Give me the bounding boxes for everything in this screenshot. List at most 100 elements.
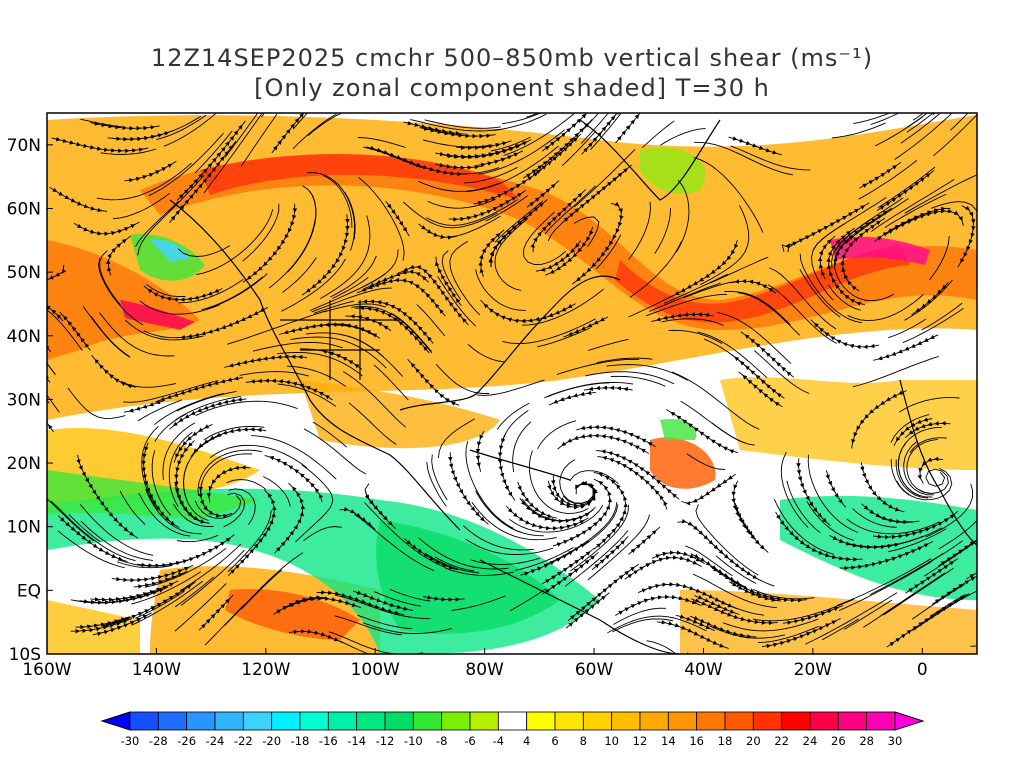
streamline bbox=[201, 276, 263, 311]
streamline bbox=[505, 505, 589, 531]
streamline bbox=[328, 631, 424, 654]
streamline bbox=[773, 498, 834, 555]
streamline bbox=[494, 218, 528, 291]
streamline bbox=[728, 136, 782, 156]
colorbar-swatch bbox=[752, 711, 783, 731]
lon-label: 120W bbox=[241, 660, 290, 680]
streamline bbox=[933, 114, 977, 157]
streamline bbox=[821, 618, 859, 641]
streamline bbox=[918, 468, 949, 494]
streamline bbox=[722, 618, 819, 632]
colorbar-swatch bbox=[724, 711, 754, 731]
streamline bbox=[894, 113, 953, 160]
colorbar-swatch bbox=[781, 711, 811, 731]
streamline bbox=[624, 555, 702, 580]
streamline bbox=[141, 442, 180, 528]
streamline bbox=[207, 273, 268, 310]
streamline bbox=[925, 483, 974, 538]
colorbar-swatch bbox=[384, 711, 414, 731]
streamline bbox=[541, 547, 595, 585]
streamline bbox=[99, 312, 175, 357]
streamline bbox=[730, 353, 785, 399]
streamline bbox=[426, 199, 518, 226]
colorbar-label: 12 bbox=[633, 734, 648, 748]
streamline bbox=[196, 209, 274, 276]
streamline bbox=[138, 492, 191, 537]
streamline bbox=[900, 113, 942, 144]
streamline bbox=[806, 500, 854, 541]
colorbar-label: -16 bbox=[319, 734, 338, 748]
streamline bbox=[490, 136, 531, 152]
streamline bbox=[319, 215, 371, 299]
streamline bbox=[51, 136, 149, 154]
streamline bbox=[921, 302, 963, 331]
colorbar-label: 10 bbox=[604, 734, 619, 748]
streamline bbox=[90, 121, 160, 131]
colorbar-label: -10 bbox=[404, 734, 423, 748]
streamline bbox=[120, 559, 190, 567]
streamline bbox=[628, 295, 673, 318]
streamline bbox=[117, 561, 173, 569]
streamline bbox=[646, 293, 728, 317]
streamline bbox=[917, 456, 944, 484]
streamline bbox=[373, 364, 409, 401]
streamline bbox=[786, 480, 821, 534]
streamline bbox=[332, 277, 369, 300]
colorbar-label: 28 bbox=[859, 734, 874, 748]
streamline bbox=[175, 306, 269, 340]
streamline bbox=[575, 424, 656, 448]
streamline bbox=[596, 234, 622, 270]
streamline bbox=[656, 619, 729, 649]
streamline bbox=[316, 590, 405, 616]
streamline bbox=[654, 207, 672, 254]
colorbar-label: 4 bbox=[523, 734, 530, 748]
streamline bbox=[837, 558, 932, 606]
streamline bbox=[100, 581, 196, 628]
colorbar-swatch bbox=[696, 711, 726, 731]
streamline bbox=[767, 284, 838, 344]
streamline bbox=[839, 541, 934, 571]
map-frame bbox=[46, 112, 978, 655]
streamline bbox=[903, 440, 934, 496]
colorbar-label: -4 bbox=[493, 734, 504, 748]
colorbar-swatch bbox=[129, 711, 159, 731]
streamline bbox=[886, 593, 970, 648]
streamline bbox=[398, 264, 469, 326]
streamline bbox=[242, 203, 298, 283]
colorbar-label: 16 bbox=[689, 734, 704, 748]
streamline bbox=[137, 399, 183, 422]
streamline bbox=[307, 172, 355, 251]
colorbar-swatch bbox=[667, 711, 698, 731]
colorbar-swatch bbox=[242, 711, 273, 731]
streamline bbox=[693, 141, 793, 176]
streamline bbox=[143, 285, 223, 302]
streamline bbox=[876, 169, 935, 211]
streamline bbox=[906, 438, 938, 495]
chart-title: 12Z14SEP2025 cmchr 500–850mb vertical sh… bbox=[150, 44, 874, 72]
streamline bbox=[895, 459, 929, 499]
streamline bbox=[610, 375, 666, 387]
colorbar-label: 8 bbox=[580, 734, 587, 748]
streamline bbox=[403, 201, 498, 229]
lon-label: 40W bbox=[684, 660, 723, 680]
colorbar-label: -8 bbox=[436, 734, 447, 748]
streamline bbox=[509, 588, 547, 612]
streamline bbox=[111, 564, 194, 583]
streamline bbox=[563, 316, 609, 338]
streamline bbox=[496, 402, 530, 430]
streamline bbox=[426, 462, 447, 507]
streamline bbox=[902, 307, 964, 344]
streamline bbox=[348, 402, 397, 445]
streamline bbox=[124, 160, 177, 183]
colorbar-swatch bbox=[554, 711, 584, 731]
colorbar-label: -18 bbox=[291, 734, 310, 748]
streamline bbox=[957, 205, 976, 268]
streamline bbox=[112, 192, 170, 220]
colorbar-swatch bbox=[412, 711, 443, 731]
streamline bbox=[419, 126, 496, 139]
streamline bbox=[485, 195, 528, 222]
lon-label: 140W bbox=[132, 660, 181, 680]
lon-label: 60W bbox=[575, 660, 614, 680]
streamline bbox=[139, 300, 220, 315]
streamline bbox=[583, 385, 633, 392]
